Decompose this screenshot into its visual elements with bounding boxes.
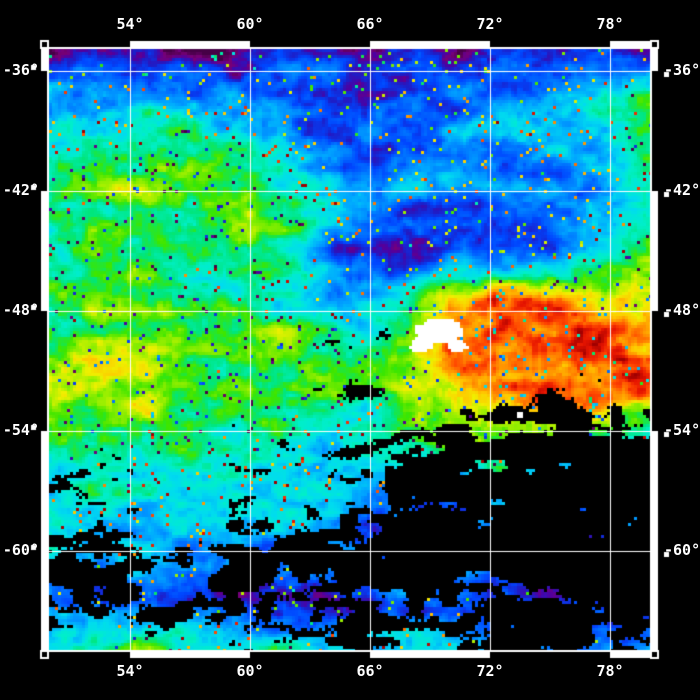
lon-label-bottom: 60° bbox=[236, 662, 264, 680]
lon-label-top: 54° bbox=[116, 15, 144, 33]
lon-label-bottom: 72° bbox=[476, 662, 504, 680]
lon-label-top: 66° bbox=[356, 15, 384, 33]
lat-label-left: -60° bbox=[2, 541, 39, 559]
lat-label-left: -42° bbox=[2, 181, 39, 199]
lon-label-top: 78° bbox=[596, 15, 624, 33]
lat-label-right: -36° bbox=[664, 61, 700, 79]
lat-label-right: -60° bbox=[664, 541, 700, 559]
lon-label-top: 60° bbox=[236, 15, 264, 33]
lat-label-left: -36° bbox=[2, 61, 39, 79]
lat-label-right: -48° bbox=[664, 301, 700, 319]
lon-label-bottom: 54° bbox=[116, 662, 144, 680]
lon-label-top: 72° bbox=[476, 15, 504, 33]
lat-label-left: -54° bbox=[2, 421, 39, 439]
lon-label-bottom: 78° bbox=[596, 662, 624, 680]
lat-label-right: -42° bbox=[664, 181, 700, 199]
lon-label-bottom: 66° bbox=[356, 662, 384, 680]
lat-label-left: -48° bbox=[2, 301, 39, 319]
lat-label-right: -54° bbox=[664, 421, 700, 439]
